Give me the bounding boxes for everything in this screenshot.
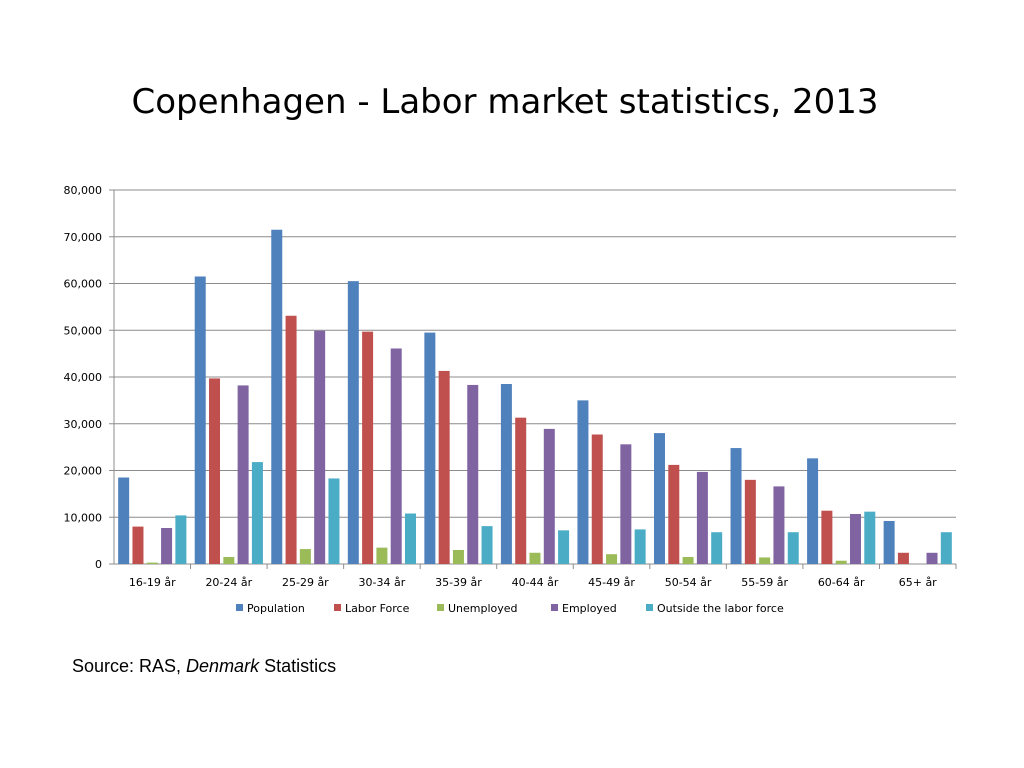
bar <box>452 549 464 564</box>
bar <box>405 513 417 564</box>
y-tick-label: 50,000 <box>64 324 103 337</box>
x-tick-label: 55-59 år <box>741 576 788 589</box>
bar <box>807 458 819 564</box>
source-suffix: Statistics <box>259 656 337 676</box>
source-prefix: Source: RAS, <box>72 656 187 676</box>
bar <box>424 332 436 564</box>
bar <box>787 532 799 564</box>
bar <box>223 556 235 564</box>
bar <box>668 464 680 564</box>
x-tick-label: 20-24 år <box>205 576 252 589</box>
bar <box>285 315 297 564</box>
bar <box>577 400 589 564</box>
y-tick-label: 40,000 <box>64 371 103 384</box>
x-tick-label: 45-49 år <box>588 576 635 589</box>
legend-label: Population <box>247 602 305 615</box>
bar <box>328 478 340 564</box>
bar-chart: 0 10,000 20,000 30,000 40,000 50,000 60,000 70,… <box>64 184 957 615</box>
y-tick-label: 70,000 <box>64 231 103 244</box>
source-italic: Denmark <box>186 656 260 676</box>
chart-title: Copenhagen - Labor market statistics, 20… <box>131 82 879 122</box>
x-tick-label: 65+ år <box>899 576 937 589</box>
bar <box>696 471 708 564</box>
bar <box>314 330 326 564</box>
bar <box>175 515 187 564</box>
x-tick-label: 25-29 år <box>282 576 329 589</box>
bar <box>543 428 555 564</box>
bar <box>634 529 646 564</box>
bar <box>730 448 742 564</box>
y-tick-label: 10,000 <box>64 511 103 524</box>
legend-label: Unemployed <box>448 602 518 615</box>
bar <box>591 434 603 564</box>
legend-label: Employed <box>562 602 617 615</box>
legend-label: Outside the labor force <box>657 602 784 615</box>
legend-swatch <box>334 604 341 611</box>
x-tick-label: 50-54 år <box>665 576 712 589</box>
bar <box>299 549 311 564</box>
x-tick-label: 30-34 år <box>359 576 406 589</box>
bar <box>515 417 527 564</box>
y-tick-label: 60,000 <box>64 278 103 291</box>
bar <box>926 552 938 564</box>
bar <box>606 554 618 564</box>
x-tick-label: 16-19 år <box>129 576 176 589</box>
bar <box>759 557 771 564</box>
legend-swatch <box>437 604 444 611</box>
x-tick-label: 35-39 år <box>435 576 482 589</box>
bar <box>209 378 221 564</box>
bar <box>653 433 665 564</box>
bar <box>773 486 785 564</box>
bar <box>118 477 130 564</box>
bar <box>481 526 493 564</box>
bar <box>883 520 895 564</box>
bar <box>897 552 909 564</box>
bar <box>347 281 359 564</box>
bar <box>194 276 206 564</box>
bar <box>271 229 283 565</box>
y-tick-label: 30,000 <box>64 418 103 431</box>
bar <box>161 528 173 564</box>
bar <box>849 513 861 564</box>
bar <box>744 479 756 564</box>
y-tick-label: 80,000 <box>64 184 103 197</box>
bar <box>438 370 450 564</box>
bar <box>376 547 388 564</box>
y-tick-label: 0 <box>95 558 102 571</box>
bar <box>529 552 541 564</box>
legend-swatch <box>646 604 653 611</box>
bar <box>835 560 847 564</box>
legend-label: Labor Force <box>345 602 410 615</box>
bar <box>821 510 833 564</box>
y-tick-label: 20,000 <box>64 465 103 478</box>
bar <box>620 444 632 564</box>
legend-swatch <box>236 604 243 611</box>
bar <box>558 530 570 564</box>
bar <box>467 384 479 564</box>
bar <box>682 556 694 564</box>
bar <box>132 526 144 564</box>
bar <box>146 562 158 564</box>
bar <box>940 532 952 564</box>
x-tick-label: 40-44 år <box>512 576 559 589</box>
bar <box>864 511 876 564</box>
bar <box>362 331 374 564</box>
x-tick-label: 60-64 år <box>818 576 865 589</box>
bar <box>251 462 263 564</box>
source-note: Source: RAS, Denmark Statistics <box>72 656 336 677</box>
bar <box>237 385 249 564</box>
bar <box>500 384 512 564</box>
bar <box>390 348 402 564</box>
legend-swatch <box>551 604 558 611</box>
bar <box>711 532 723 564</box>
